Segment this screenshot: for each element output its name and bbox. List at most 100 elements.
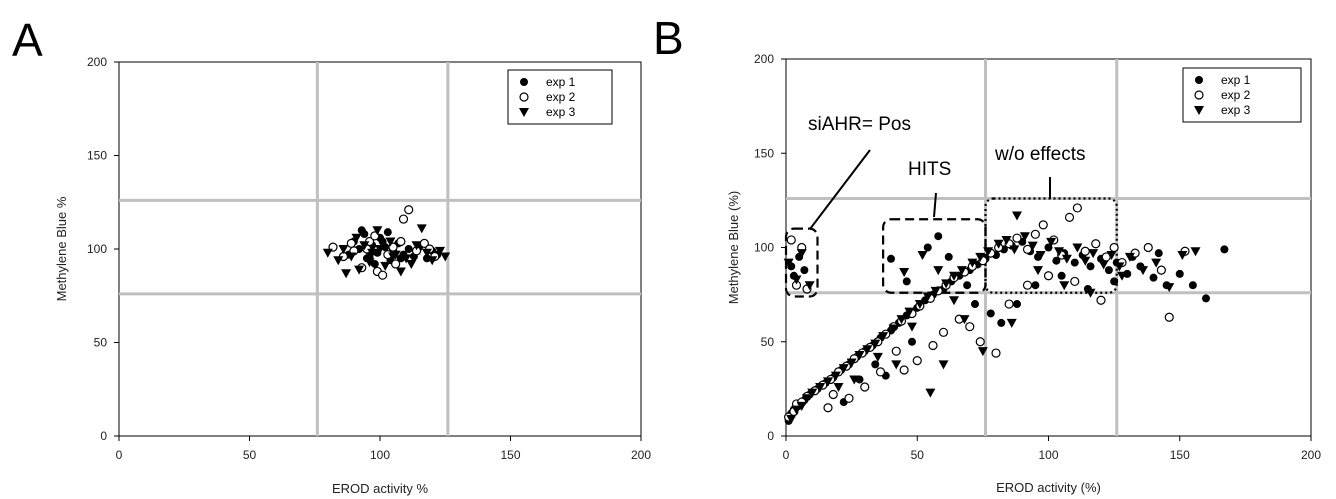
x-tick-label: 200 bbox=[631, 448, 651, 462]
data-point bbox=[849, 375, 860, 385]
data-point bbox=[391, 259, 401, 269]
data-point bbox=[914, 300, 925, 310]
data-point bbox=[986, 309, 995, 318]
data-point bbox=[1004, 299, 1014, 309]
data-point bbox=[930, 286, 941, 296]
data-point bbox=[899, 365, 909, 375]
data-point bbox=[971, 300, 979, 309]
data-point bbox=[1104, 266, 1113, 275]
data-point bbox=[823, 403, 833, 413]
panel-b: B 0 50 100 150 200 0 50 100 150 200 EROD activity (… bbox=[653, 12, 1321, 495]
data-point bbox=[796, 249, 807, 259]
x-axis-title: EROD activity (%) bbox=[996, 480, 1101, 495]
data-point bbox=[993, 239, 1004, 249]
data-point bbox=[1138, 266, 1148, 276]
data-point bbox=[1117, 271, 1127, 281]
data-point bbox=[925, 388, 936, 398]
data-point bbox=[440, 252, 451, 262]
data-point bbox=[367, 248, 378, 258]
data-point bbox=[944, 252, 953, 261]
data-point bbox=[888, 324, 899, 334]
y-tick-label: 0 bbox=[100, 429, 107, 443]
data-point bbox=[346, 252, 357, 262]
data-point bbox=[904, 307, 915, 317]
data-point bbox=[830, 371, 841, 381]
data-point bbox=[1110, 277, 1119, 286]
data-point bbox=[396, 236, 406, 247]
y-tick-label: 150 bbox=[87, 149, 107, 163]
data-point bbox=[902, 277, 911, 286]
y-tick-label: 100 bbox=[87, 242, 107, 256]
data-point bbox=[1022, 244, 1033, 254]
legend-label: exp 1 bbox=[1221, 73, 1251, 87]
data-point bbox=[1012, 211, 1022, 221]
data-point bbox=[1038, 220, 1048, 230]
data-point bbox=[398, 214, 409, 224]
data-point bbox=[1043, 271, 1054, 281]
legend-marker bbox=[1194, 106, 1204, 115]
x-tick-label: 50 bbox=[243, 448, 257, 462]
panel-letter: B bbox=[653, 12, 684, 64]
data-point bbox=[933, 266, 944, 276]
data-point bbox=[1006, 318, 1017, 328]
data-point bbox=[1098, 260, 1109, 270]
data-point bbox=[1064, 212, 1075, 222]
annotation-label: HITS bbox=[908, 159, 951, 180]
data-point bbox=[959, 315, 970, 325]
data-point bbox=[1188, 281, 1197, 290]
y-tick-label: 0 bbox=[767, 429, 774, 443]
data-point bbox=[941, 279, 952, 289]
data-point bbox=[1012, 233, 1022, 243]
series-exp-3 bbox=[783, 211, 1201, 425]
y-axis-title: Methylene Blue % bbox=[54, 196, 69, 301]
data-point bbox=[791, 275, 802, 285]
data-point bbox=[807, 388, 818, 398]
data-point bbox=[838, 364, 849, 374]
data-point bbox=[878, 332, 889, 342]
data-point bbox=[815, 382, 826, 392]
data-point bbox=[1091, 239, 1101, 249]
data-point bbox=[1013, 300, 1021, 309]
legend-marker bbox=[1195, 76, 1203, 84]
data-point bbox=[1080, 246, 1090, 256]
y-axis-title: Methylene Blue (%) bbox=[726, 191, 741, 304]
data-point bbox=[956, 266, 967, 276]
data-point bbox=[383, 228, 392, 237]
data-point bbox=[823, 377, 833, 387]
data-point bbox=[1149, 273, 1158, 282]
data-point bbox=[338, 245, 349, 254]
y-tick-label: 50 bbox=[94, 336, 108, 350]
data-point bbox=[1035, 251, 1046, 261]
data-point bbox=[1070, 258, 1079, 267]
data-point bbox=[891, 360, 902, 370]
data-point bbox=[977, 347, 988, 357]
legend-marker bbox=[519, 92, 529, 102]
data-point bbox=[908, 337, 916, 346]
data-point bbox=[378, 270, 388, 280]
data-point bbox=[1177, 251, 1188, 261]
data-point bbox=[1054, 247, 1064, 257]
data-point bbox=[1109, 242, 1119, 253]
panel-a: A 0 50 100 150 200 0 50 100 150 200 EROD activity %… bbox=[12, 14, 651, 496]
data-point bbox=[1001, 235, 1012, 245]
data-point bbox=[357, 226, 366, 235]
data-point bbox=[1030, 229, 1040, 239]
data-point bbox=[406, 259, 417, 269]
annotation-leader bbox=[933, 192, 937, 218]
data-point bbox=[364, 258, 375, 268]
data-point bbox=[333, 256, 344, 266]
data-point bbox=[965, 322, 975, 332]
data-point bbox=[1151, 258, 1162, 268]
data-point bbox=[949, 271, 959, 281]
x-tick-label: 200 bbox=[1301, 448, 1321, 462]
data-point bbox=[372, 226, 383, 236]
data-point bbox=[804, 281, 815, 291]
data-point bbox=[802, 394, 812, 404]
data-point bbox=[346, 238, 356, 248]
data-point bbox=[871, 360, 880, 369]
data-point bbox=[1190, 247, 1201, 257]
data-point bbox=[1164, 283, 1175, 293]
